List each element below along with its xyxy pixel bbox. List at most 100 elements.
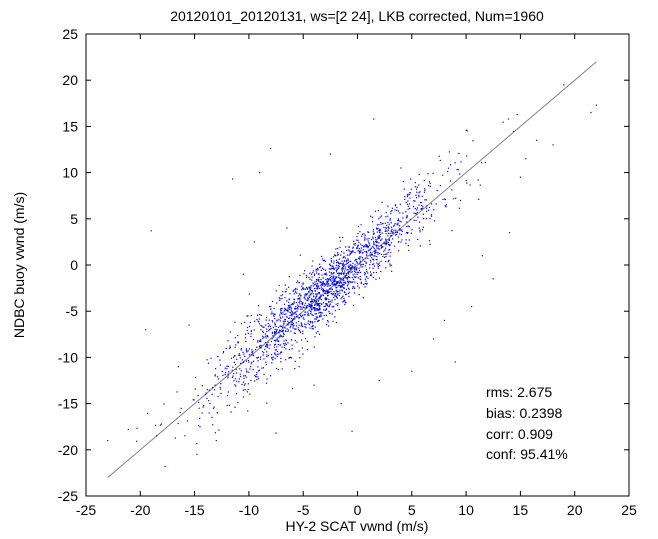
data-point: [324, 269, 327, 271]
data-point: [410, 178, 412, 180]
data-point: [337, 261, 339, 264]
data-point: [370, 261, 372, 263]
data-point: [334, 285, 336, 287]
data-point: [238, 378, 240, 380]
y-tick-label: -25: [58, 488, 78, 504]
data-point: [299, 274, 301, 276]
data-point: [477, 179, 479, 181]
data-point: [194, 376, 197, 379]
data-point: [344, 304, 346, 306]
data-point: [349, 280, 351, 283]
x-tick-label: 20: [567, 502, 583, 518]
data-point: [272, 335, 274, 337]
data-point: [301, 302, 303, 304]
x-tick-label: 10: [458, 502, 474, 518]
data-point: [291, 313, 293, 315]
data-point: [249, 393, 251, 395]
data-point: [334, 280, 336, 282]
data-point: [273, 314, 275, 316]
data-point: [341, 296, 343, 298]
data-point: [274, 322, 276, 324]
data-point: [323, 283, 326, 285]
data-point: [324, 260, 326, 262]
data-point: [356, 258, 358, 261]
data-point: [374, 255, 376, 257]
data-point: [370, 238, 373, 241]
data-point: [265, 382, 268, 384]
data-point: [196, 453, 198, 455]
data-point: [246, 370, 248, 372]
data-point: [318, 304, 320, 306]
data-point: [275, 354, 277, 356]
data-point: [305, 324, 307, 326]
data-point: [454, 361, 456, 363]
stat-bias: bias: 0.2398: [486, 405, 562, 421]
data-point: [392, 238, 394, 240]
data-point: [274, 352, 276, 354]
data-point: [425, 207, 428, 209]
data-point: [329, 263, 331, 265]
data-point: [332, 276, 335, 279]
data-point: [304, 302, 307, 304]
data-point: [280, 308, 282, 310]
data-point: [384, 247, 387, 249]
data-point: [371, 246, 373, 248]
data-point: [367, 240, 369, 242]
data-point: [237, 334, 239, 337]
data-point: [373, 232, 375, 234]
data-point: [229, 345, 231, 347]
x-tick-label: -10: [239, 502, 259, 518]
stats-box: rms: 2.675 bias: 0.2398 corr: 0.909 conf…: [486, 384, 568, 462]
data-point: [309, 306, 312, 308]
data-point: [367, 246, 369, 248]
data-point: [305, 274, 308, 277]
data-point: [298, 324, 300, 326]
data-point: [266, 334, 268, 337]
data-point: [416, 207, 418, 209]
data-point: [342, 284, 345, 286]
data-point: [362, 263, 364, 266]
data-point: [399, 220, 401, 222]
data-point: [397, 224, 399, 226]
data-point: [203, 405, 205, 407]
y-tick-label: 0: [70, 257, 78, 273]
data-point: [257, 356, 259, 358]
data-point: [235, 372, 238, 374]
data-point: [349, 250, 351, 252]
data-point: [360, 251, 362, 253]
data-point: [332, 306, 334, 308]
data-point: [268, 328, 271, 331]
data-point: [274, 332, 276, 334]
data-point: [348, 246, 351, 248]
data-point: [234, 355, 236, 357]
data-point: [406, 225, 408, 228]
data-point: [365, 244, 367, 246]
data-point: [332, 284, 335, 286]
data-point: [442, 174, 444, 176]
data-point: [375, 251, 377, 253]
data-point: [253, 241, 255, 243]
data-point: [310, 303, 313, 305]
data-point: [316, 303, 318, 305]
data-point: [267, 344, 269, 346]
data-point: [342, 279, 344, 281]
data-point: [342, 295, 344, 297]
data-point: [350, 281, 352, 283]
data-point: [390, 235, 392, 237]
data-point: [314, 336, 316, 338]
data-point: [255, 376, 257, 378]
data-point: [245, 368, 247, 370]
data-point: [284, 307, 286, 309]
data-point: [451, 189, 453, 191]
data-point: [368, 231, 370, 233]
data-point: [212, 387, 214, 389]
data-point: [341, 269, 343, 271]
data-point: [319, 263, 321, 265]
data-point: [245, 360, 248, 362]
data-point: [370, 273, 372, 275]
data-point: [279, 353, 281, 355]
data-point: [334, 280, 336, 283]
data-point: [353, 240, 355, 242]
data-point: [397, 220, 399, 222]
data-point: [287, 308, 289, 310]
